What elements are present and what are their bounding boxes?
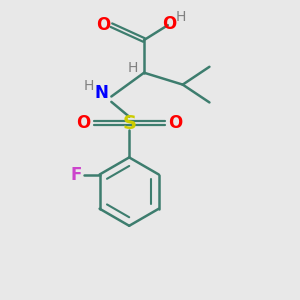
Text: O: O: [162, 15, 176, 33]
Text: S: S: [122, 114, 136, 133]
Text: O: O: [76, 114, 90, 132]
Text: O: O: [96, 16, 110, 34]
Text: H: H: [175, 10, 185, 24]
Text: F: F: [71, 166, 82, 184]
Text: O: O: [168, 114, 182, 132]
Text: H: H: [128, 61, 138, 75]
Text: N: N: [95, 84, 109, 102]
Text: H: H: [84, 79, 94, 93]
